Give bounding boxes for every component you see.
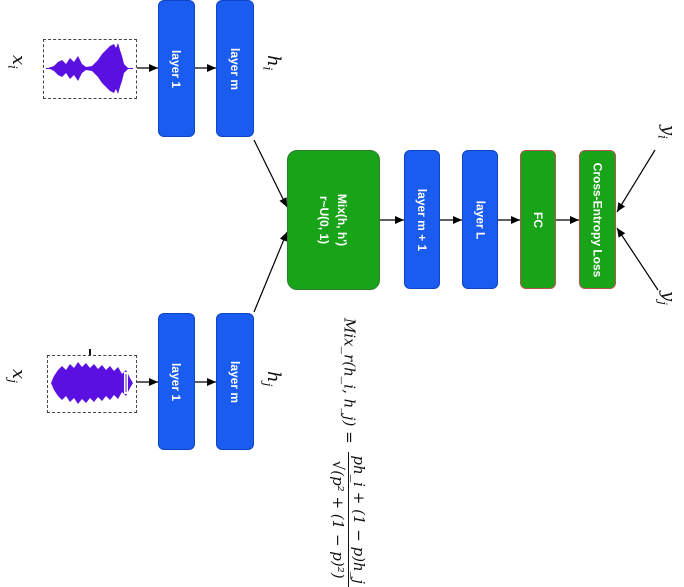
- top-layer-1: layer 1: [158, 0, 195, 137]
- top-layer-m-label: layer m: [228, 47, 242, 90]
- yi-label: yi: [655, 125, 679, 140]
- fc-block: FC: [520, 150, 556, 289]
- fc-block-label: FC: [531, 211, 545, 228]
- bottom-layer-1: layer 1: [158, 313, 195, 450]
- formula-denominator: √(p² + (1 − p)²): [329, 460, 347, 579]
- waveform-xj: [47, 355, 137, 413]
- loss-block: Cross-Entropy Loss: [579, 150, 616, 289]
- top-layer-m: layer m: [216, 0, 254, 137]
- bottom-layer-m-label: layer m: [228, 360, 242, 403]
- diagram-canvas: xi hi xj hj yi yj layer 1 layer m layer …: [5, 0, 679, 587]
- mix-line-2: r~U(0, 1): [317, 195, 332, 245]
- mix-formula: Mix_r(h_i, h_j) = ph_i + (1 − p)h_j √(p²…: [329, 318, 368, 587]
- connector-arrows: [137, 64, 659, 386]
- layer-L-label: layer L: [473, 200, 488, 239]
- top-layer-1-label: layer 1: [169, 49, 184, 88]
- waveform-xi-icon: [46, 43, 133, 94]
- arrow-hj-to-mix: [253, 231, 288, 313]
- bottom-layer-m: layer m: [216, 313, 254, 450]
- arrow-hi-to-mix: [253, 139, 288, 208]
- layer-m-plus-1-label: layer m + 1: [415, 188, 430, 251]
- layer-L: layer L: [462, 150, 498, 289]
- yj-label: yj: [655, 291, 679, 305]
- formula-lhs: Mix_r(h_i, h_j) =: [340, 318, 359, 444]
- hi-label: hi: [260, 55, 284, 71]
- xj-label: xj: [5, 369, 29, 383]
- mix-block-label: Mix(h, h') r~U(0, 1): [316, 194, 352, 246]
- waveform-xj-icon: [51, 362, 133, 404]
- formula-numerator: ph_i + (1 − p)h_j: [348, 452, 368, 587]
- arrow-yj-to-loss: [616, 227, 659, 291]
- xi-label: xi: [5, 55, 29, 69]
- arrow-yi-to-loss: [616, 149, 656, 213]
- formula-fraction: ph_i + (1 − p)h_j √(p² + (1 − p)²): [329, 452, 368, 587]
- hj-label: hj: [260, 371, 284, 387]
- mix-block: Mix(h, h') r~U(0, 1): [287, 150, 380, 290]
- loss-block-label: Cross-Entropy Loss: [590, 162, 605, 277]
- waveform-xj-marker: [89, 349, 91, 355]
- layer-m-plus-1: layer m + 1: [404, 150, 440, 289]
- mix-line-1: Mix(h, h'): [335, 193, 350, 247]
- waveform-xi: [43, 39, 137, 99]
- bottom-layer-1-label: layer 1: [169, 362, 184, 401]
